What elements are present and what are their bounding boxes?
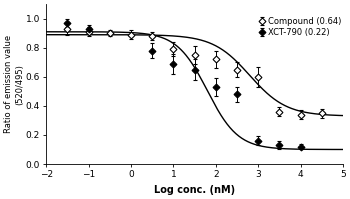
Y-axis label: Ratio of emission value
(520/495): Ratio of emission value (520/495) [4,35,24,133]
Legend: Compound (0.64), XCT-790 (0.22): Compound (0.64), XCT-790 (0.22) [258,16,342,38]
X-axis label: Log conc. (nM): Log conc. (nM) [154,185,235,195]
